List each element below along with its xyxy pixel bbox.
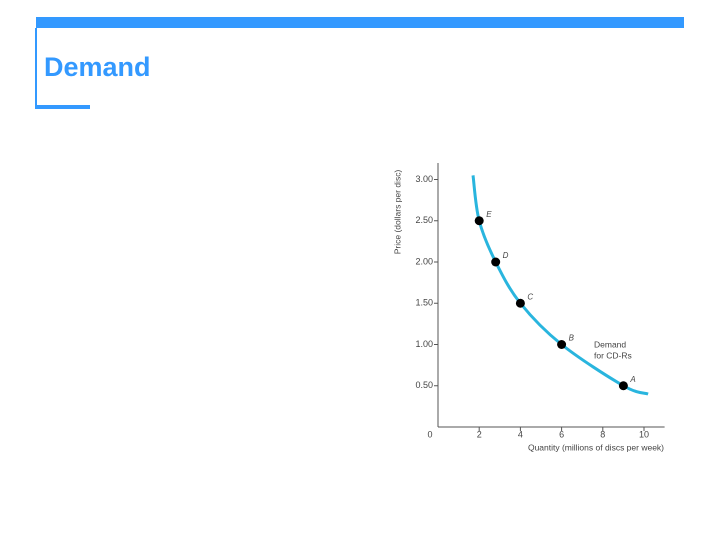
x-tick-label: 4 [518,429,523,439]
y-axis-label: Price (dollars per disc) [392,170,402,255]
demand-curve [471,175,649,396]
point [491,257,501,267]
x-tick-label: 10 [639,429,649,439]
y-tick-label: 0.50 [415,380,433,390]
y-tick-label: 3.00 [415,174,433,184]
slide-title: Demand [44,52,151,82]
point-label: C [527,292,533,301]
point [557,340,567,349]
x-axis-label: Quantity (millions of discs per week) [528,442,664,452]
curve-label: for CD-Rs [594,350,632,360]
side-bar [35,28,37,108]
point [474,216,484,226]
point-label: D [503,251,509,260]
top-bar [36,17,684,28]
curve-label: Demand [594,339,626,349]
x-tick-label: 2 [477,429,482,439]
y-tick-label: 1.50 [415,298,433,308]
y-tick-label: 2.50 [415,215,433,225]
point [618,381,628,391]
x-tick-label: 6 [559,429,564,439]
point-label: B [569,334,575,343]
y-tick-label: 1.00 [415,339,433,349]
point-label: A [629,375,635,384]
bottom-bar [35,105,90,109]
point-label: E [486,210,492,219]
y-tick-label: 2.00 [415,256,433,266]
x-tick-label: 0 [427,429,432,439]
x-tick-label: 8 [600,429,605,439]
point [515,298,525,308]
